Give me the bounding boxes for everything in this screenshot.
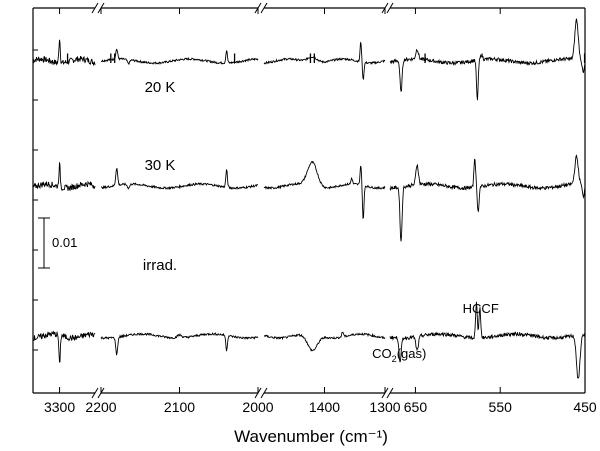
trace-30-k [389,154,586,242]
trace-20-k [100,48,259,66]
series-label: 20 K [145,79,176,96]
x-tick-label: 2100 [164,399,195,415]
x-tick-label: 1400 [309,399,340,415]
x-tick-label: 650 [404,399,428,415]
chart-axes [32,2,586,399]
chart-labels: 3300 2200 2100 2000 1400 1300 650 550 450 20 K 30 … [44,50,597,415]
axis-break-mark [386,2,394,14]
trace-irrad- [263,331,386,352]
x-tick-label: 550 [489,399,513,415]
x-tick-label: 450 [573,399,597,415]
trace-20-k [32,39,96,67]
band-label: I [233,50,237,66]
hccf-label: HCCF [463,301,499,316]
band-label: I [423,50,427,66]
band-label: I [583,50,587,66]
scale-bar-label: 0.01 [52,235,77,250]
series-label: 30 K [145,157,176,174]
trace-irrad- [389,301,586,379]
trace-30-k [100,167,259,191]
x-tick-label: 3300 [44,399,75,415]
axis-break-mark [260,2,268,14]
x-tick-label: 2200 [85,399,116,415]
spectral-traces [32,18,586,379]
x-tick-label: 1300 [369,399,400,415]
co2-label: CO2(gas) [372,346,426,364]
trace-30-k [32,162,96,192]
trace-30-k [263,160,386,220]
band-label: II [309,50,317,66]
axis-break-mark [260,387,268,399]
x-axis-label: Wavenumber (cm⁻¹) [234,427,388,446]
trace-20-k [263,41,386,80]
axis-break-mark [386,387,394,399]
trace-irrad- [100,332,259,356]
band-label: I [66,50,70,66]
trace-irrad- [32,330,96,363]
axis-break-mark [91,2,99,14]
axis-break-mark [91,387,99,399]
x-tick-label: 2000 [242,399,273,415]
trace-20-k [389,18,586,101]
scale-bar: 0.01 [38,217,77,269]
band-label: II [109,50,117,66]
series-label: irrad. [143,257,177,274]
